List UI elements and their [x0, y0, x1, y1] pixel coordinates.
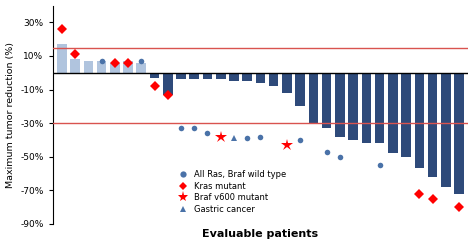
Bar: [176, 73, 186, 79]
Bar: [455, 73, 464, 194]
Bar: [216, 73, 226, 79]
Bar: [150, 73, 159, 78]
Bar: [269, 73, 279, 86]
Bar: [441, 73, 451, 187]
Bar: [137, 63, 146, 73]
Bar: [309, 73, 318, 123]
Bar: [255, 73, 265, 83]
Bar: [282, 73, 292, 93]
Bar: [203, 73, 212, 79]
Bar: [348, 73, 358, 140]
Bar: [295, 73, 305, 106]
Bar: [375, 73, 384, 143]
X-axis label: Evaluable patients: Evaluable patients: [202, 230, 319, 239]
Bar: [415, 73, 424, 169]
Bar: [110, 63, 119, 73]
Bar: [428, 73, 438, 177]
Bar: [229, 73, 239, 81]
Bar: [123, 61, 133, 73]
Bar: [322, 73, 331, 128]
Bar: [190, 73, 199, 79]
Y-axis label: Maximum tumor reduction (%): Maximum tumor reduction (%): [6, 42, 15, 188]
Bar: [163, 73, 173, 95]
Legend: All Ras, Braf wild type, Kras mutant, Braf v600 mutant, Gastric cancer: All Ras, Braf wild type, Kras mutant, Br…: [173, 169, 288, 215]
Bar: [57, 44, 66, 73]
Bar: [335, 73, 345, 136]
Bar: [83, 61, 93, 73]
Bar: [388, 73, 398, 153]
Bar: [70, 59, 80, 73]
Bar: [97, 61, 106, 73]
Bar: [362, 73, 371, 143]
Bar: [243, 73, 252, 81]
Bar: [401, 73, 411, 157]
